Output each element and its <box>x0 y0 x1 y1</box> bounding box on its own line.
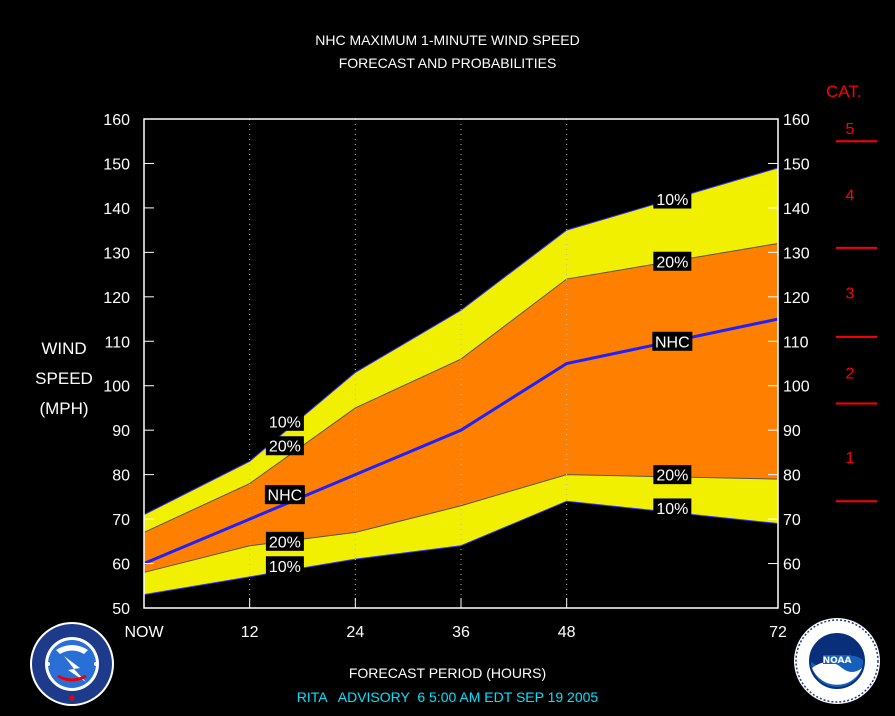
y-tick-label-left-80: 80 <box>112 468 130 485</box>
series-label-5: 10% <box>656 192 688 209</box>
x-tick-label-36: 36 <box>452 624 470 641</box>
x-tick-label-48: 48 <box>558 624 576 641</box>
y-tick-label-right-110: 110 <box>783 334 809 351</box>
series-label-1: 20% <box>269 439 301 456</box>
y-tick-label-left-100: 100 <box>103 379 130 396</box>
series-label-box-3 <box>265 531 304 551</box>
y-tick-label-left-130: 130 <box>103 245 130 262</box>
y-tick-label-right-100: 100 <box>783 379 810 396</box>
y-tick-label-right-60: 60 <box>783 557 801 574</box>
y-tick-label-left-70: 70 <box>112 512 130 529</box>
y-tick-label-right-160: 160 <box>783 112 810 129</box>
y-tick-label-right-150: 150 <box>783 156 810 173</box>
series-label-2: NHC <box>268 488 303 505</box>
y-tick-label-left-150: 150 <box>103 156 130 173</box>
series-label-box-5 <box>653 189 692 209</box>
category-label-5: 5 <box>846 121 855 138</box>
band-edge-lower-outer <box>143 500 779 596</box>
band-edge-upper-inner <box>143 242 779 533</box>
x-tick-label-24: 24 <box>346 624 364 641</box>
x-tick-label-now: NOW <box>124 624 164 641</box>
y-tick-label-left-110: 110 <box>104 334 130 351</box>
y-tick-label-right-140: 140 <box>783 201 810 218</box>
y-tick-label-right-80: 80 <box>783 468 801 485</box>
svg-text:NOAA: NOAA <box>823 656 852 666</box>
y-axis-label-wind: WIND <box>41 339 87 358</box>
series-label-box-8 <box>653 465 692 485</box>
series-label-box-6 <box>653 251 692 271</box>
y-tick-label-left-160: 160 <box>103 112 130 129</box>
y-tick-label-left-50: 50 <box>112 601 130 618</box>
chart-title-line-1: NHC MAXIMUM 1-MINUTE WIND SPEED <box>315 32 580 48</box>
y-tick-label-right-90: 90 <box>783 423 801 440</box>
series-label-4: 10% <box>269 559 301 576</box>
series-label-box-9 <box>653 498 692 518</box>
series-label-8: 20% <box>656 468 688 485</box>
nhc-forecast-line <box>143 317 779 565</box>
series-label-box-1 <box>265 436 304 456</box>
category-header: CAT. <box>826 82 862 101</box>
y-axis-label-units: (MPH) <box>39 399 89 418</box>
y-tick-label-left-90: 90 <box>112 423 130 440</box>
category-label-3: 3 <box>846 285 855 302</box>
nws-logo-icon <box>30 622 114 706</box>
x-axis-title: FORECAST PERIOD (HOURS) <box>348 665 547 681</box>
y-tick-label-right-130: 130 <box>783 245 810 262</box>
advisory-line: RITA ADVISORY 6 5:00 AM EDT SEP 19 2005 <box>296 689 599 705</box>
x-tick-label-12: 12 <box>241 624 259 641</box>
series-label-box-7 <box>652 331 693 351</box>
y-tick-label-right-70: 70 <box>783 512 801 529</box>
series-label-3: 20% <box>269 534 301 551</box>
category-label-1: 1 <box>846 450 855 467</box>
y-tick-label-right-120: 120 <box>783 290 810 307</box>
x-tick-label-72: 72 <box>769 624 787 641</box>
y-tick-label-left-120: 120 <box>103 290 130 307</box>
series-label-box-4 <box>265 556 304 576</box>
noaa-logo-icon: NOAA <box>794 618 880 704</box>
band-edge-lower-inner <box>143 474 779 573</box>
series-label-7: NHC <box>655 334 690 351</box>
y-tick-label-left-140: 140 <box>103 201 130 218</box>
category-label-4: 4 <box>846 188 855 205</box>
y-tick-label-left-60: 60 <box>112 557 130 574</box>
band-edge-upper-outer <box>143 167 779 516</box>
y-tick-label-right-50: 50 <box>783 601 801 618</box>
series-label-9: 10% <box>656 501 688 518</box>
y-axis-label-speed: SPEED <box>35 369 93 388</box>
series-label-box-2 <box>264 485 305 505</box>
series-label-6: 20% <box>656 254 688 271</box>
series-label-0: 10% <box>269 414 301 431</box>
chart-title-line-2: FORECAST AND PROBABILITIES <box>338 55 557 71</box>
series-label-box-0 <box>265 411 304 431</box>
category-label-2: 2 <box>846 365 855 382</box>
